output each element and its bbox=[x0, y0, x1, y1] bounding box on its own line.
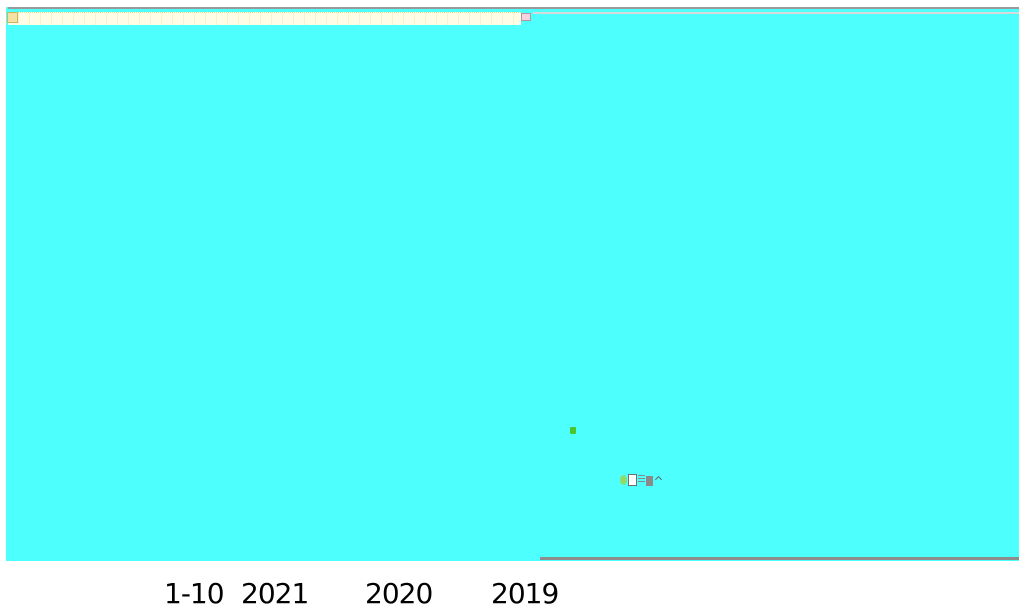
year-range-label: 1-10 bbox=[164, 577, 225, 610]
year-2019-label: 2019 bbox=[491, 577, 559, 610]
close-icon[interactable] bbox=[521, 13, 531, 21]
cell-strip bbox=[8, 12, 521, 25]
corner-icon[interactable] bbox=[7, 12, 18, 23]
content-panel bbox=[6, 7, 1019, 561]
chevron-up-icon[interactable] bbox=[654, 475, 661, 485]
top-right-divider bbox=[533, 12, 1019, 14]
grid-icon[interactable] bbox=[646, 476, 653, 486]
globe-icon[interactable] bbox=[620, 474, 627, 485]
horizontal-scrollbar[interactable] bbox=[540, 557, 1019, 560]
mini-toolbar bbox=[620, 473, 661, 486]
list-icon[interactable] bbox=[638, 474, 645, 485]
year-2021-label: 2021 bbox=[241, 577, 309, 610]
year-row: 1-10 2021 2020 2019 bbox=[0, 577, 1019, 610]
book-icon[interactable] bbox=[628, 473, 637, 486]
top-border bbox=[8, 7, 1019, 9]
status-dot-icon bbox=[570, 427, 576, 434]
year-2020-label: 2020 bbox=[365, 577, 433, 610]
